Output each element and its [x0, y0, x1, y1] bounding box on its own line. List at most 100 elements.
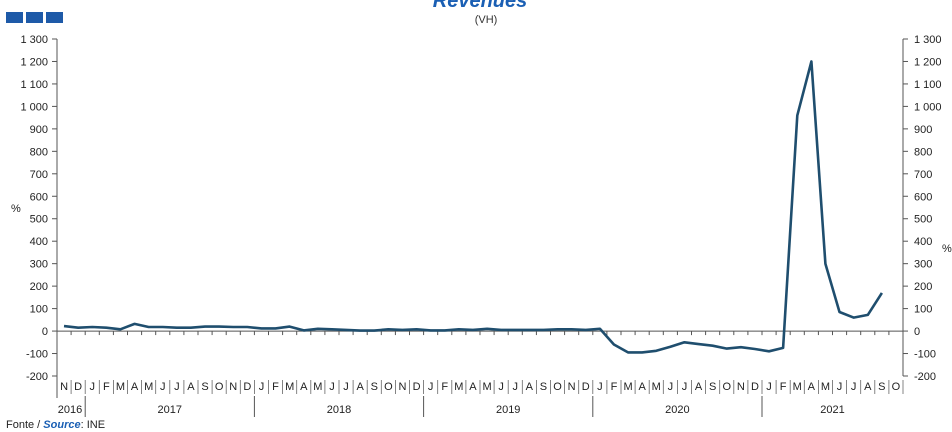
month-label: D	[582, 381, 590, 393]
month-label: N	[398, 381, 406, 393]
month-label: D	[74, 381, 82, 393]
y-tick-label-left: 1 000	[20, 101, 48, 113]
y-tick-label-right: 200	[914, 281, 932, 293]
month-label: S	[709, 381, 716, 393]
month-label: A	[131, 381, 139, 393]
month-label: N	[737, 381, 745, 393]
y-tick-label-left: -100	[26, 349, 48, 361]
logo	[6, 12, 63, 23]
source-word: Source	[43, 419, 81, 431]
month-label: A	[808, 381, 816, 393]
month-label: J	[766, 381, 772, 393]
y-tick-label-left: 900	[30, 124, 48, 136]
month-label: J	[597, 381, 603, 393]
month-label: J	[174, 381, 180, 393]
source-note: Fonte / Source: INE	[6, 419, 105, 431]
month-label: M	[482, 381, 491, 393]
month-label: A	[864, 381, 872, 393]
month-label: M	[623, 381, 632, 393]
month-label: O	[892, 381, 901, 393]
month-label: A	[356, 381, 364, 393]
month-label: D	[413, 381, 421, 393]
month-label: M	[454, 381, 463, 393]
month-label: A	[469, 381, 477, 393]
month-label: J	[90, 381, 96, 393]
y-tick-label-left: 700	[30, 169, 48, 181]
month-label: M	[285, 381, 294, 393]
y-tick-label-left: -200	[26, 371, 48, 383]
month-label: J	[428, 381, 434, 393]
chart-subtitle: (VH)	[474, 14, 498, 26]
month-label: N	[229, 381, 237, 393]
month-label: J	[682, 381, 688, 393]
month-label: M	[144, 381, 153, 393]
month-label: J	[329, 381, 335, 393]
logo-block	[26, 12, 43, 23]
month-label: S	[540, 381, 547, 393]
month-label: M	[821, 381, 830, 393]
logo-block	[6, 12, 23, 23]
month-label: O	[553, 381, 562, 393]
y-tick-label-right: 500	[914, 214, 932, 226]
chart-title: Revenues	[432, 0, 528, 12]
month-label: S	[371, 381, 378, 393]
month-label: S	[201, 381, 208, 393]
month-label: J	[498, 381, 504, 393]
month-label: F	[611, 381, 618, 393]
month-label: J	[259, 381, 265, 393]
month-label: F	[780, 381, 787, 393]
month-label: J	[160, 381, 166, 393]
y-tick-label-left: 500	[30, 214, 48, 226]
month-label: O	[215, 381, 224, 393]
month-label: M	[313, 381, 322, 393]
month-label: N	[60, 381, 68, 393]
month-label: D	[751, 381, 759, 393]
y-tick-label-right: -200	[914, 371, 936, 383]
y-axis-label-right: %	[942, 243, 952, 255]
month-label: F	[441, 381, 448, 393]
y-tick-label-left: 1 100	[20, 79, 48, 91]
month-label: A	[526, 381, 534, 393]
month-label: A	[187, 381, 195, 393]
y-tick-label-right: 300	[914, 259, 932, 271]
month-label: F	[272, 381, 279, 393]
month-label: A	[695, 381, 703, 393]
y-axis-label-left: %	[11, 203, 21, 215]
y-tick-label-right: 700	[914, 169, 932, 181]
y-tick-label-left: 800	[30, 146, 48, 158]
month-label: J	[513, 381, 519, 393]
month-label: M	[652, 381, 661, 393]
month-label: D	[243, 381, 251, 393]
source-suffix: : INE	[80, 419, 106, 431]
year-label: 2018	[327, 404, 351, 416]
y-tick-label-left: 300	[30, 259, 48, 271]
y-tick-label-right: 1 300	[914, 34, 942, 46]
month-label: O	[384, 381, 393, 393]
y-tick-label-right: 400	[914, 236, 932, 248]
month-label: M	[793, 381, 802, 393]
y-tick-label-right: -100	[914, 349, 936, 361]
month-label: J	[851, 381, 857, 393]
year-label: 2017	[158, 404, 182, 416]
y-tick-label-right: 900	[914, 124, 932, 136]
y-tick-label-left: 1 300	[20, 34, 48, 46]
month-label: J	[668, 381, 674, 393]
month-label: M	[116, 381, 125, 393]
month-label: J	[837, 381, 843, 393]
y-tick-label-right: 0	[914, 326, 920, 338]
y-tick-label-left: 400	[30, 236, 48, 248]
y-tick-label-right: 100	[914, 304, 932, 316]
month-label: A	[638, 381, 646, 393]
month-label: O	[722, 381, 731, 393]
y-tick-label-right: 1 200	[914, 56, 942, 68]
year-label: 2021	[820, 404, 844, 416]
y-tick-label-left: 0	[42, 326, 48, 338]
y-tick-label-right: 1 000	[914, 101, 942, 113]
y-tick-label-right: 800	[914, 146, 932, 158]
year-label: 2019	[496, 404, 520, 416]
source-prefix: Fonte /	[6, 419, 44, 431]
month-label: J	[343, 381, 349, 393]
y-tick-label-left: 100	[30, 304, 48, 316]
logo-block	[46, 12, 63, 23]
month-label: N	[568, 381, 576, 393]
